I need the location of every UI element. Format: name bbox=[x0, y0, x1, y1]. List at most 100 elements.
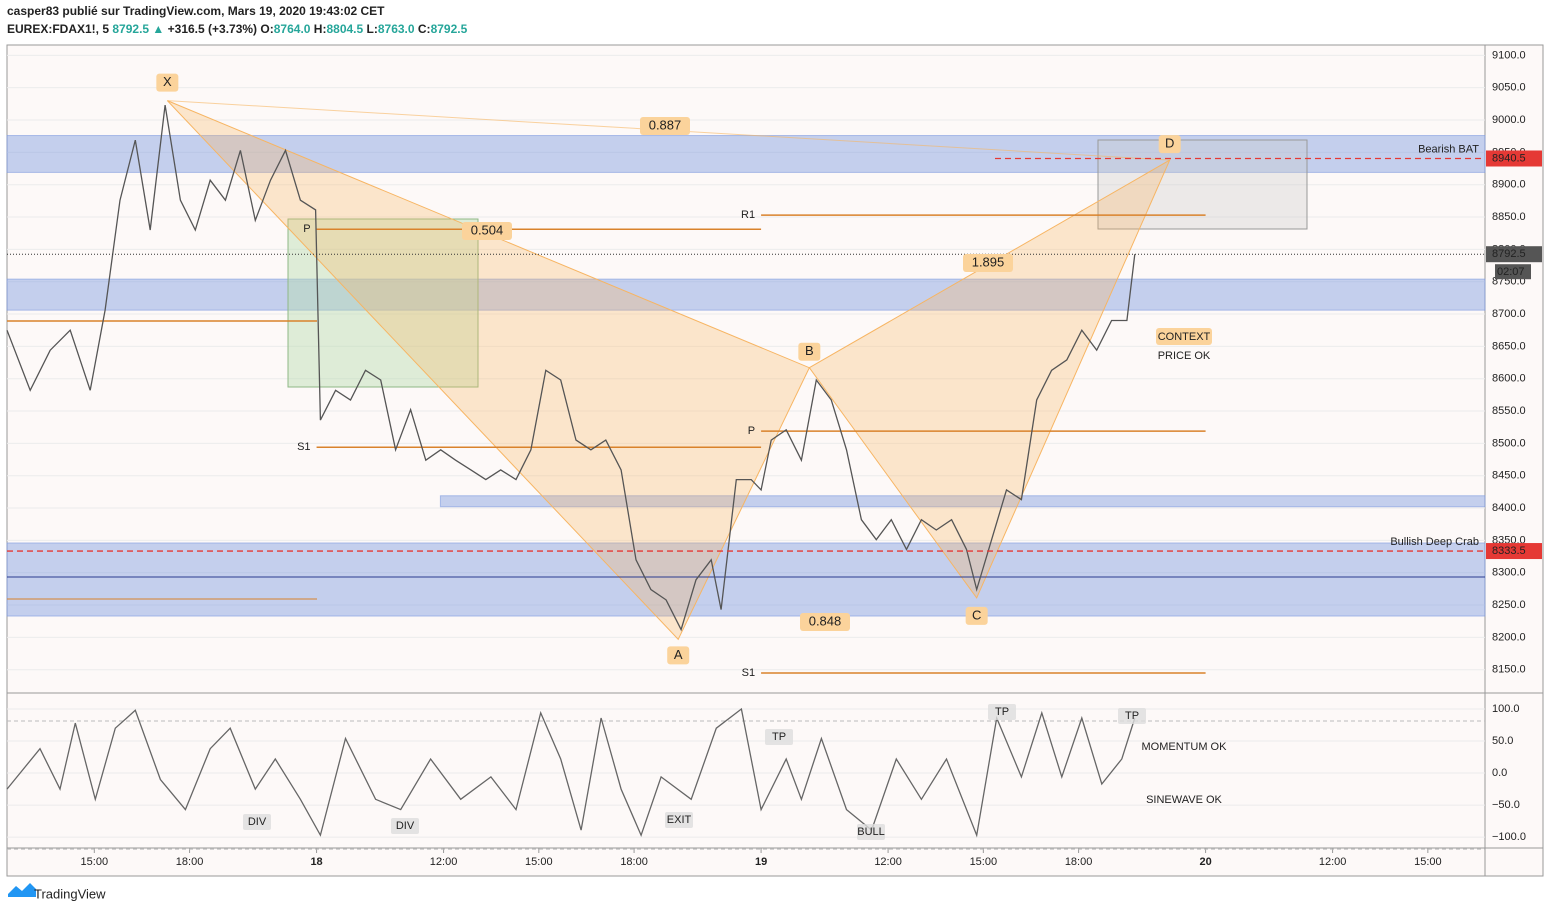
y-tick-label: 8850.0 bbox=[1492, 211, 1526, 223]
price-tag-label: 8940.5 bbox=[1492, 152, 1526, 164]
point-box bbox=[1158, 135, 1181, 154]
y-tick-label: 8650.0 bbox=[1492, 340, 1526, 352]
last-tag bbox=[1486, 246, 1542, 263]
signal-box bbox=[857, 824, 885, 840]
signal-label: BULL bbox=[857, 826, 885, 838]
symbol: EUREX:FDAX1!, 5 bbox=[7, 22, 109, 36]
h-label: H: bbox=[314, 22, 327, 36]
y-tick-label: 8500.0 bbox=[1492, 437, 1526, 449]
target-box bbox=[1097, 139, 1308, 230]
point-label: B bbox=[805, 343, 814, 358]
ratio-label: 0.848 bbox=[809, 613, 842, 628]
brand: TradingView bbox=[34, 886, 106, 901]
x-tick-label: 12:00 bbox=[430, 856, 458, 868]
zone bbox=[439, 495, 1486, 508]
ratio-box bbox=[963, 254, 1013, 272]
pivot-label: R1 bbox=[741, 209, 755, 221]
arrow: ▲ bbox=[152, 22, 164, 36]
price-line bbox=[6, 104, 1136, 632]
y-tick-label: 8550.0 bbox=[1492, 405, 1526, 417]
signal-box bbox=[988, 704, 1016, 720]
point-box bbox=[156, 73, 179, 92]
countdown: 02:07 bbox=[1497, 266, 1525, 278]
signal-label: TP bbox=[772, 731, 786, 743]
header-quote: EUREX:FDAX1!, 5 8792.5 ▲ +316.5 (+3.73%)… bbox=[7, 22, 468, 36]
price-tag-label: 8333.5 bbox=[1492, 545, 1526, 557]
y-tick-label: 100.0 bbox=[1492, 703, 1520, 715]
point-box bbox=[667, 646, 690, 665]
zone bbox=[6, 135, 1486, 173]
change: +316.5 (+3.73%) bbox=[168, 22, 257, 36]
x-tick-label: 15:00 bbox=[970, 856, 998, 868]
y-tick-label: 9000.0 bbox=[1492, 114, 1526, 126]
pattern-name: Bearish BAT bbox=[1418, 143, 1479, 155]
pivot-label: S1 bbox=[297, 441, 310, 453]
signal-label: TP bbox=[1125, 710, 1139, 722]
x-tick-label: 15:00 bbox=[525, 856, 553, 868]
ratio-box bbox=[800, 613, 850, 631]
c-label: C: bbox=[418, 22, 431, 36]
signal-box bbox=[391, 818, 419, 834]
y-tick-label: 8700.0 bbox=[1492, 308, 1526, 320]
ratio-box bbox=[462, 222, 512, 240]
y-tick-label: 8300.0 bbox=[1492, 567, 1526, 579]
y-tick-label: 0.0 bbox=[1492, 767, 1507, 779]
x-tick-label: 18:00 bbox=[620, 856, 648, 868]
high: 8804.5 bbox=[326, 22, 363, 36]
l-label: L: bbox=[367, 22, 378, 36]
signal-box bbox=[665, 812, 693, 828]
close: 8792.5 bbox=[431, 22, 468, 36]
signal-label: EXIT bbox=[667, 814, 692, 826]
signal-box bbox=[1118, 708, 1146, 724]
y-tick-label: 8200.0 bbox=[1492, 631, 1526, 643]
countdown-tag bbox=[1495, 264, 1531, 280]
ratio-label: 0.504 bbox=[471, 222, 504, 237]
point-box bbox=[965, 606, 988, 625]
ratio-label: 1.895 bbox=[972, 254, 1005, 269]
zone bbox=[6, 542, 1486, 617]
zone bbox=[6, 278, 1486, 311]
x-tick-label: 18 bbox=[310, 856, 322, 868]
x-tick-label: 20 bbox=[1199, 856, 1211, 868]
x-tick-label: 15:00 bbox=[1414, 856, 1442, 868]
logo bbox=[8, 883, 36, 897]
price-line bbox=[6, 707, 1136, 838]
annotation: CONTEXT bbox=[1158, 331, 1211, 343]
y-tick-label: 9100.0 bbox=[1492, 49, 1526, 61]
y-tick-label: 8450.0 bbox=[1492, 470, 1526, 482]
y-tick-label: 50.0 bbox=[1492, 735, 1513, 747]
pivot-label: S1 bbox=[742, 667, 755, 679]
point-label: D bbox=[1165, 136, 1174, 151]
y-tick-label: 8900.0 bbox=[1492, 179, 1526, 191]
y-tick-label: −100.0 bbox=[1492, 831, 1526, 843]
annotation: SINEWAVE OK bbox=[1146, 794, 1222, 806]
y-tick-label: 8150.0 bbox=[1492, 664, 1526, 676]
point-label: C bbox=[972, 607, 981, 622]
annotation: MOMENTUM OK bbox=[1142, 741, 1228, 753]
open: 8764.0 bbox=[274, 22, 311, 36]
y-tick-label: 9050.0 bbox=[1492, 82, 1526, 94]
low: 8763.0 bbox=[378, 22, 415, 36]
ratio-box bbox=[640, 117, 690, 135]
signal-label: DIV bbox=[248, 816, 267, 828]
price: 8792.5 bbox=[112, 22, 149, 36]
y-tick-label: 8250.0 bbox=[1492, 599, 1526, 611]
pattern-name: Bullish Deep Crab bbox=[1390, 536, 1479, 548]
o-label: O: bbox=[260, 22, 273, 36]
price-tag bbox=[1486, 543, 1542, 560]
header-title: casper83 publié sur TradingView.com, Mar… bbox=[7, 4, 385, 18]
x-tick-label: 18:00 bbox=[176, 856, 204, 868]
x-tick-label: 18:00 bbox=[1065, 856, 1093, 868]
point-label: X bbox=[163, 74, 172, 89]
x-tick-label: 12:00 bbox=[1319, 856, 1347, 868]
annotation: PRICE OK bbox=[1158, 350, 1211, 362]
pivot-label: P bbox=[748, 425, 755, 437]
x-tick-label: 15:00 bbox=[81, 856, 109, 868]
range-box bbox=[287, 218, 479, 388]
x-tick-label: 19 bbox=[755, 856, 767, 868]
last-label: 8792.5 bbox=[1492, 248, 1526, 260]
price-tag bbox=[1486, 150, 1542, 167]
signal-label: DIV bbox=[396, 820, 415, 832]
